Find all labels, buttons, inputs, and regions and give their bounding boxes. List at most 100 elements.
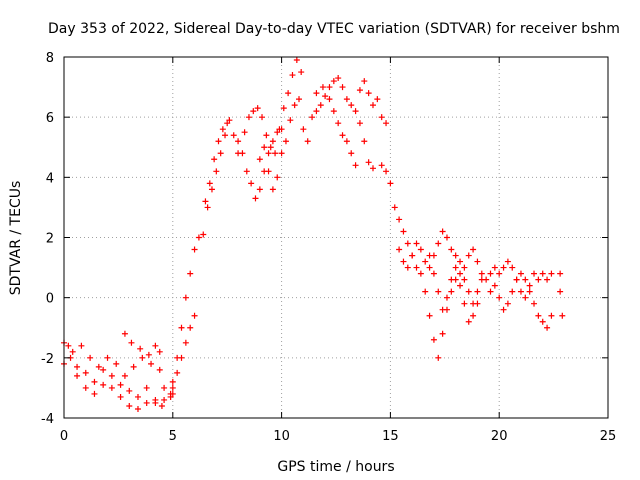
data-point [174,369,181,376]
data-point [426,252,433,259]
data-point [252,195,259,202]
data-point [417,246,424,253]
data-point [461,300,468,307]
data-point [535,312,542,319]
data-point [452,264,459,271]
data-point [274,129,281,136]
data-point [422,288,429,295]
series-track-q [426,252,481,325]
data-point [461,276,468,283]
series-track-n [356,78,390,127]
data-point [544,276,551,283]
data-point [443,234,450,241]
data-point [265,168,272,175]
data-point [539,270,546,277]
data-point [535,276,542,283]
data-point [335,75,342,82]
data-point [182,339,189,346]
x-tick-label: 0 [60,429,68,444]
data-point [245,114,252,121]
data-point [304,138,311,145]
y-tick-label: -4 [41,412,54,427]
data-point [250,108,257,115]
data-point [396,216,403,223]
data-point [296,96,303,103]
data-point [504,258,511,265]
data-point [448,246,455,253]
data-point [206,180,213,187]
data-point [137,345,144,352]
data-point [298,69,305,76]
data-point [248,180,255,187]
data-point [161,384,168,391]
data-point [378,114,385,121]
data-point [457,270,464,277]
data-point [496,294,503,301]
data-point [259,114,266,121]
data-point [208,186,215,193]
data-point [78,342,85,349]
data-point [526,288,533,295]
data-point [348,150,355,157]
data-point [267,144,274,151]
data-point [326,84,333,91]
data-point [322,93,329,100]
data-point [195,234,202,241]
y-tick-label: 4 [46,171,54,186]
data-point [269,186,276,193]
data-point [470,312,477,319]
data-point [222,132,229,139]
data-point [187,324,194,331]
data-point [226,117,233,124]
data-point [448,288,455,295]
data-point [148,360,155,367]
series-track-d [121,330,174,400]
data-point [439,330,446,337]
data-point [121,330,128,337]
data-point [426,264,433,271]
data-point [156,348,163,355]
data-point [130,363,137,370]
data-point [439,228,446,235]
data-point [256,156,263,163]
data-point [317,102,324,109]
data-point [509,264,516,271]
series-track-i [235,126,285,202]
data-point [224,120,231,127]
data-point [95,363,102,370]
data-point [82,384,89,391]
series-track-o [378,162,485,361]
data-point [457,258,464,265]
data-point [396,246,403,253]
data-point [365,159,372,166]
data-point [87,354,94,361]
data-point [474,288,481,295]
data-point [191,246,198,253]
x-tick-label: 10 [273,429,290,444]
data-point [559,312,566,319]
data-point [504,300,511,307]
data-point [265,150,272,157]
data-point [465,252,472,259]
data-point [391,204,398,211]
data-point [461,264,468,271]
data-point [487,288,494,295]
data-point [352,108,359,115]
data-point [217,150,224,157]
series-track-e [169,234,202,385]
data-point [343,96,350,103]
data-point [215,138,222,145]
x-tick-label: 25 [600,429,617,444]
data-point [152,399,159,406]
data-point [522,276,529,283]
data-points [61,57,566,412]
data-point [178,324,185,331]
data-point [256,186,263,193]
data-point [404,264,411,271]
data-point [128,339,135,346]
data-point [108,384,115,391]
data-point [117,393,124,400]
data-point [309,114,316,121]
data-point [178,354,185,361]
